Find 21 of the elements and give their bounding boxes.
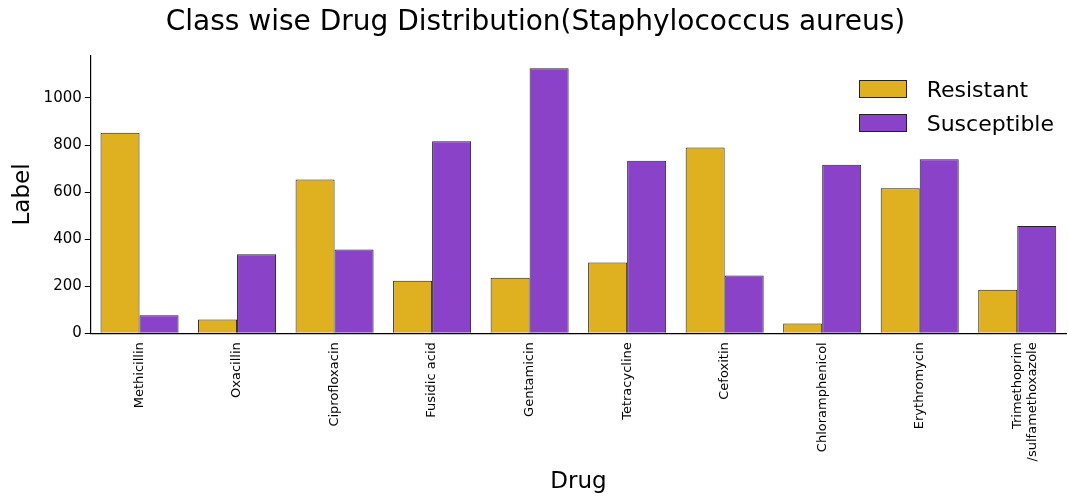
x-tick-label: Trimethoprim /sulfamethoxazole [1008,342,1040,462]
y-tick-label: 1000 [43,87,82,106]
y-axis-title: Label [7,163,34,226]
x-tick-label: Oxacillin [228,342,244,398]
y-tick-label: 600 [53,181,82,200]
y-tick-label: 400 [53,229,82,248]
x-axis-title: Drug [550,467,607,494]
x-tick-label: Cefoxitin [716,342,732,400]
chart-title: Class wise Drug Distribution(Staphylococcus aureus) [165,4,906,38]
legend-label: Resistant [926,76,1029,102]
x-tick-label: Fusidic acid [423,342,439,418]
y-tick-label: 800 [53,134,82,153]
x-tick-label: Tetracycline [618,342,634,421]
x-tick-label: Gentamicin [521,342,536,417]
y-tick-label: 200 [53,276,82,295]
x-tick-label: Chloramphenicol [813,342,829,453]
x-tick-label: Erythromycin [911,342,927,430]
y-tick-label: 0 [72,323,82,342]
legend-label: Susceptible [926,110,1054,136]
x-tick-label: Methicillin [130,342,146,409]
x-tick-label: Ciprofloxacin [325,342,341,427]
